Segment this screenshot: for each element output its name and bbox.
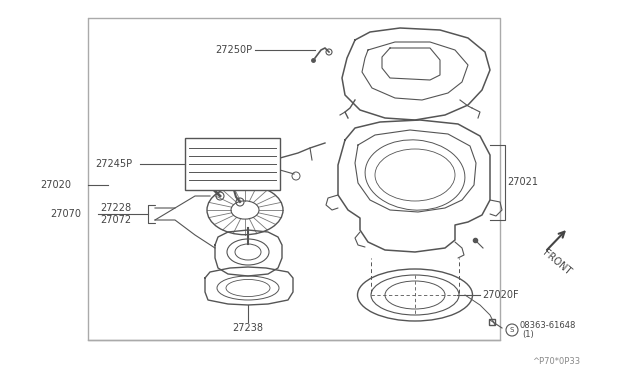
Text: 27245P: 27245P: [95, 159, 132, 169]
Text: S: S: [510, 327, 514, 333]
Text: 27070: 27070: [50, 209, 81, 219]
Text: 27020F: 27020F: [482, 290, 518, 300]
Text: 27020: 27020: [40, 180, 71, 190]
Text: 27228: 27228: [100, 203, 131, 213]
Text: (1): (1): [522, 330, 534, 339]
Text: 27250P: 27250P: [215, 45, 252, 55]
Text: 27021: 27021: [507, 177, 538, 187]
Text: FRONT: FRONT: [541, 247, 573, 276]
Text: ^P70*0P33: ^P70*0P33: [532, 357, 580, 366]
Text: 27238: 27238: [232, 323, 264, 333]
Text: 27072: 27072: [100, 215, 131, 225]
Text: 08363-61648: 08363-61648: [520, 321, 577, 330]
Bar: [185, 138, 280, 190]
